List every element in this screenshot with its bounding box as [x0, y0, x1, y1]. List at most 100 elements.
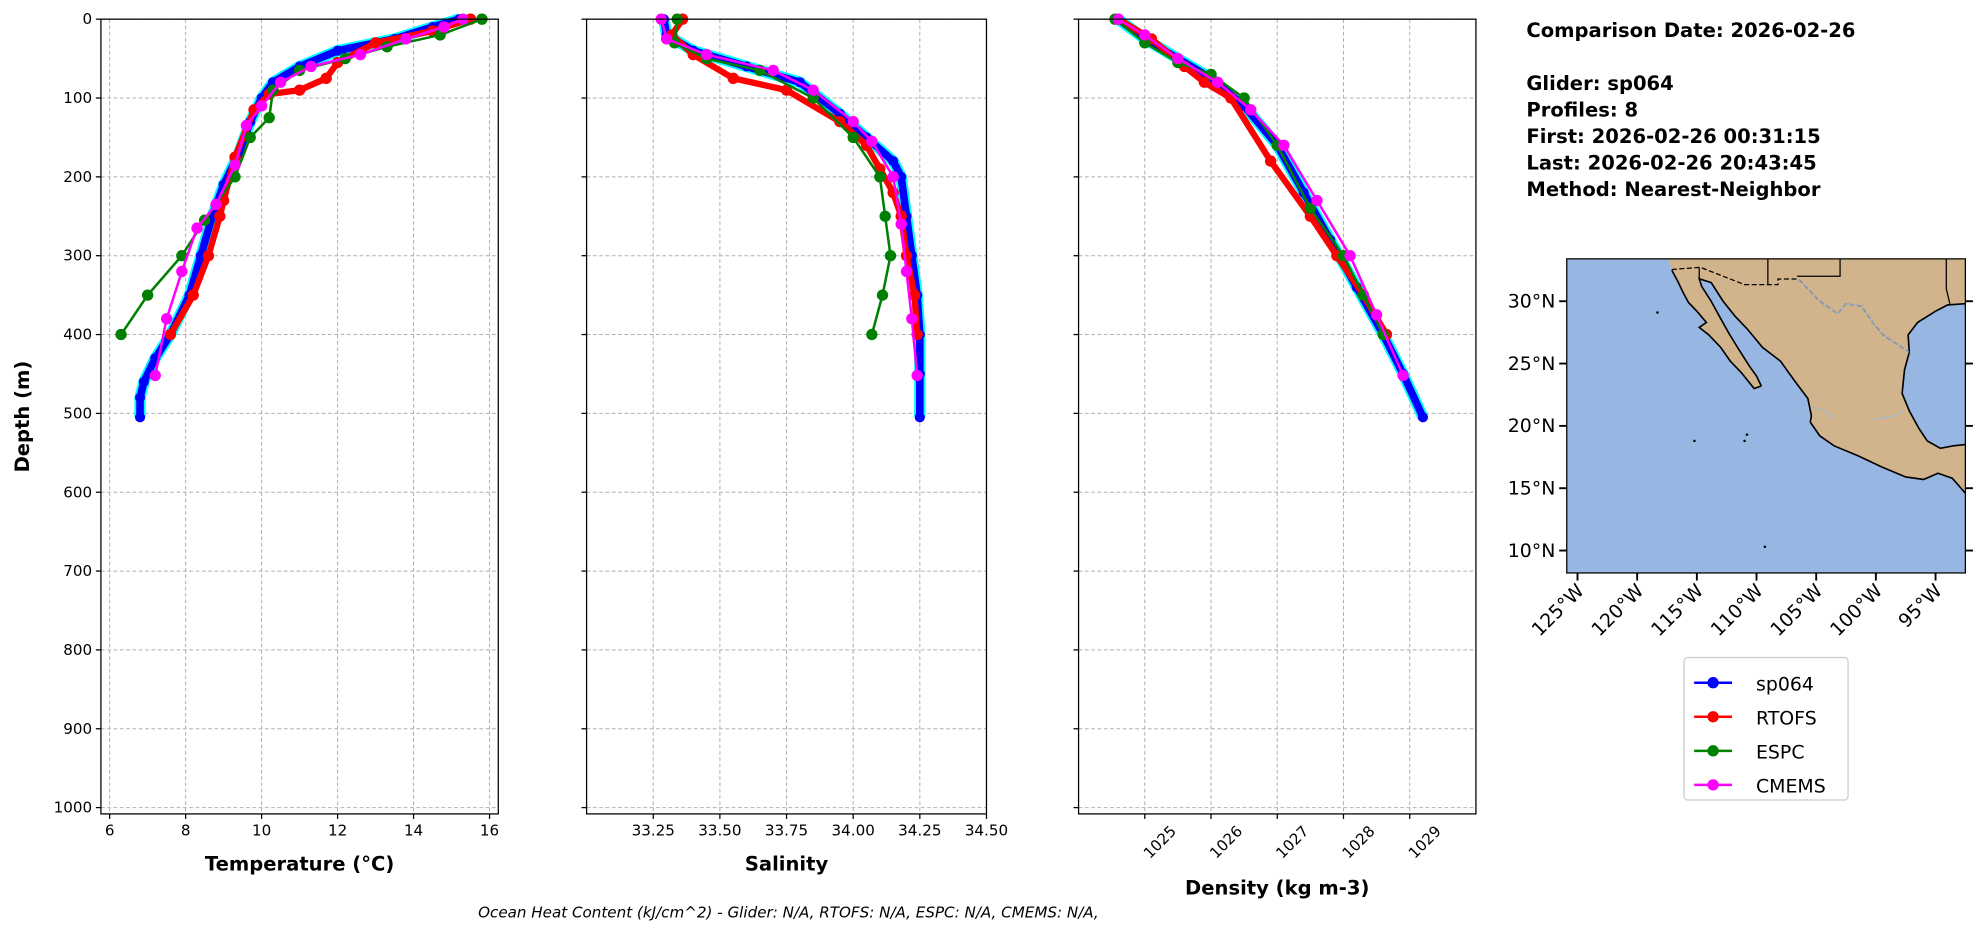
data-point: [879, 210, 891, 222]
island: [1656, 311, 1659, 314]
data-point: [400, 33, 412, 45]
axes-frame: [1077, 18, 1477, 815]
y-tick-label: 1000: [54, 799, 93, 817]
info-line: Comparison Date: 2026-02-26: [1526, 19, 1855, 42]
data-point: [874, 171, 886, 183]
data-point: [896, 171, 907, 182]
y-tick-label: 100: [63, 89, 92, 107]
data-point: [900, 265, 913, 278]
data-point: [1264, 155, 1277, 167]
y-tick-label: 300: [63, 247, 92, 265]
data-point: [135, 392, 146, 403]
data-point: [780, 84, 793, 96]
data-point: [1139, 37, 1151, 49]
state-border: [1797, 258, 1841, 277]
axes-frame: [585, 18, 988, 815]
axes-frame: [100, 18, 499, 815]
data-point: [847, 115, 859, 128]
data-point: [884, 250, 897, 262]
legend: sp064 RTOFS ESPC CMEMS: [1683, 656, 1849, 801]
data-point: [1370, 309, 1383, 321]
data-point: [866, 135, 878, 148]
x-tick-label: 34.25: [898, 821, 941, 839]
legend-marker: [1707, 711, 1719, 723]
data-point: [1198, 76, 1211, 88]
data-point: [908, 289, 921, 301]
river: [1812, 406, 1835, 419]
data-point: [807, 92, 819, 104]
data-point: [876, 289, 889, 301]
data-point: [895, 218, 907, 230]
legend-entry-sp064: sp064: [1694, 673, 1814, 695]
series-line: [660, 18, 919, 376]
data-point: [229, 159, 241, 171]
series-cmems: [149, 13, 469, 382]
data-point: [700, 48, 713, 61]
x-tick-label: 33.50: [698, 821, 741, 839]
data-point: [1417, 412, 1428, 423]
data-point: [202, 250, 215, 262]
data-point: [229, 171, 241, 183]
x-tick-label: 33.75: [765, 821, 808, 839]
profile-panel-3: 1025 1026 1027 1028 1029 Density (kg m-3): [1073, 13, 1477, 900]
coastline: [1809, 421, 1966, 494]
info-line: First: 2026-02-26 00:31:15: [1526, 125, 1820, 148]
data-point: [305, 60, 317, 73]
x-axis-label: Salinity: [745, 853, 829, 876]
x-tick-label: 1026: [1206, 822, 1246, 862]
data-point: [214, 210, 226, 222]
data-point: [660, 33, 673, 45]
profile-panel-1: 6 8 10 12 14 16 0 100 200 300 400 500 600 700 800 900 10…: [54, 10, 500, 875]
x-tick-label: 33.25: [632, 821, 675, 839]
y-tick-label: 200: [63, 168, 92, 186]
x-axis-label: Density (kg m-3): [1185, 877, 1369, 900]
series-line: [1116, 16, 1427, 419]
data-point: [164, 328, 177, 341]
x-tick-label: 8: [181, 821, 191, 839]
x-tick-label: 34.00: [832, 821, 875, 839]
data-point: [1278, 139, 1290, 151]
coastline: [1697, 277, 1813, 423]
series-line: [1117, 18, 1405, 377]
lon-tick-label: 105°W: [1766, 580, 1827, 641]
lon-tick-label: 110°W: [1707, 580, 1768, 641]
lat-tick-label: 30°N: [1508, 291, 1556, 313]
y-tick-label: 500: [63, 404, 92, 422]
data-point: [160, 313, 173, 325]
ohc-footer: Ocean Heat Content (kJ/cm^2) - Glider: N…: [478, 903, 1099, 921]
data-point: [176, 250, 188, 262]
x-tick-label: 6: [105, 821, 115, 839]
data-point: [767, 64, 779, 77]
data-point: [115, 328, 127, 341]
data-point: [807, 84, 819, 96]
depth-axis-label: Depth (m): [11, 361, 34, 473]
data-point: [141, 289, 154, 301]
data-point: [1311, 194, 1323, 207]
data-point: [191, 222, 203, 234]
y-tick-label: 0: [82, 10, 92, 28]
island: [1763, 545, 1767, 549]
y-tick-label: 700: [63, 562, 92, 580]
series-line: [136, 15, 461, 418]
data-point: [210, 198, 222, 211]
river: [1873, 410, 1904, 421]
data-point: [1245, 104, 1257, 116]
data-point: [354, 48, 367, 61]
data-point: [1397, 369, 1409, 382]
x-tick-label: 1029: [1405, 822, 1445, 862]
legend-entry-rtofs: RTOFS: [1694, 707, 1817, 729]
data-point: [911, 369, 923, 382]
data-point: [263, 112, 275, 124]
island: [1693, 439, 1696, 443]
data-point: [240, 119, 253, 132]
info-line: Last: 2026-02-26 20:43:45: [1526, 151, 1816, 174]
x-axis-label: Temperature (°C): [205, 853, 394, 876]
legend-entry-cmems: CMEMS: [1694, 775, 1826, 797]
data-point: [255, 100, 268, 112]
data-point: [149, 369, 161, 382]
x-tick-label: 1025: [1140, 822, 1180, 862]
data-point: [887, 171, 899, 183]
data-point: [293, 84, 306, 96]
coastline: [1901, 302, 1966, 450]
